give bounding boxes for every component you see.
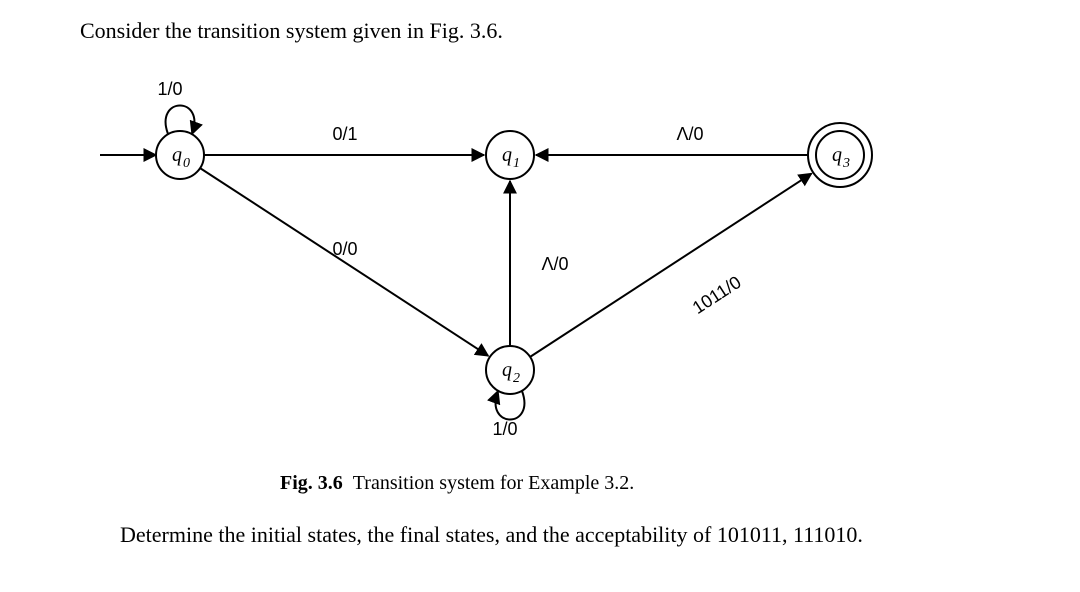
edge-q2-q3 <box>530 174 811 357</box>
edge-q0-q2 <box>200 168 488 356</box>
edge-label-q2-q3: 1011/0 <box>689 272 745 318</box>
question-text: Determine the initial states, the final … <box>80 520 1000 550</box>
edge-label-q0-q0: 1/0 <box>157 79 182 99</box>
transition-diagram: q0q1q2q3 1/00/10/0Λ/01/0Λ/01011/0 <box>0 0 1080 592</box>
edge-label-q2-q1: Λ/0 <box>541 254 568 274</box>
caption-prefix: Fig. 3.6 <box>280 472 343 494</box>
edge-q0-q0 <box>166 106 195 135</box>
figure-caption: Fig. 3.6 Transition system for Example 3… <box>280 472 634 495</box>
caption-body: Transition system for Example 3.2. <box>353 472 634 494</box>
edge-q2-q2 <box>496 391 525 420</box>
edge-label-q3-q1: Λ/0 <box>676 124 703 144</box>
edge-label-q0-q2: 0/0 <box>332 239 357 259</box>
edge-label-q2-q2: 1/0 <box>492 419 517 439</box>
edge-label-q0-q1: 0/1 <box>332 124 357 144</box>
